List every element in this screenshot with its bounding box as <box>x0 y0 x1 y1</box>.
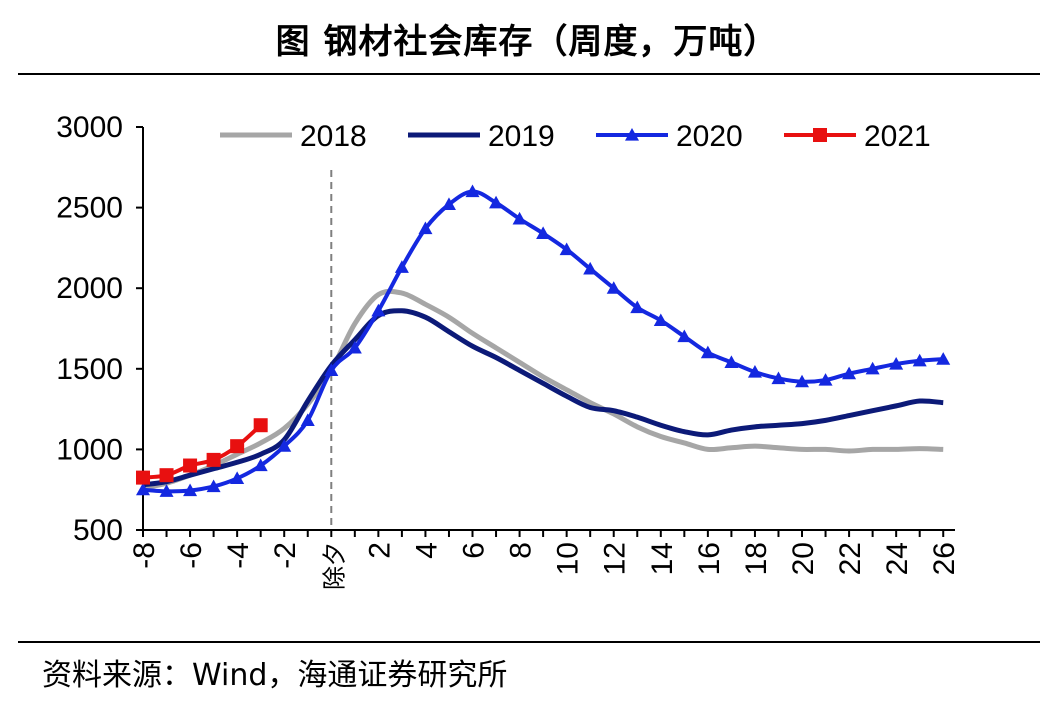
point-2020 <box>865 361 880 375</box>
x-tick-label: 22 <box>834 542 867 575</box>
x-tick-label: -2 <box>269 542 302 569</box>
point-2020 <box>630 300 645 314</box>
legend-label-2020: 2020 <box>676 120 743 153</box>
point-2020 <box>889 356 904 370</box>
x-tick-label: 8 <box>505 542 538 559</box>
point-2020 <box>277 439 292 452</box>
point-2020 <box>183 483 198 497</box>
point-2020 <box>253 458 268 472</box>
source-rule <box>18 641 1040 643</box>
legend-label-2019: 2019 <box>488 120 555 153</box>
y-tick-label: 1000 <box>56 433 123 466</box>
x-tick-label: 除夕 <box>320 542 348 590</box>
x-tick-label: 2 <box>363 542 396 559</box>
point-2020 <box>700 345 715 359</box>
point-2020 <box>936 352 951 365</box>
y-tick-label: 500 <box>73 514 123 547</box>
point-2020 <box>136 482 150 496</box>
point-2021 <box>230 439 245 454</box>
x-tick-label: -8 <box>128 542 161 569</box>
source-note: 资料来源：Wind，海通证券研究所 <box>42 658 508 693</box>
point-2020 <box>818 373 833 386</box>
point-2020 <box>606 281 621 294</box>
point-2021 <box>206 452 221 467</box>
point-2020 <box>324 363 339 377</box>
legend-label-2021: 2021 <box>864 120 931 153</box>
point-2020 <box>795 374 810 388</box>
x-tick-label: 10 <box>552 542 585 575</box>
point-2021 <box>253 418 268 433</box>
y-tick-label: 2500 <box>56 192 123 225</box>
point-2020 <box>441 197 456 210</box>
series-layer <box>136 184 951 497</box>
point-2020 <box>465 184 480 198</box>
legend-marker-2020 <box>625 128 639 141</box>
x-tick-label: 18 <box>740 542 773 575</box>
series-line-2019 <box>142 308 944 488</box>
chart-title: 图 钢材社会库存（周度，万吨） <box>275 22 779 62</box>
point-2021 <box>183 458 198 473</box>
point-2020 <box>724 355 739 368</box>
point-2020 <box>230 471 245 485</box>
point-2020 <box>912 353 927 367</box>
point-2020 <box>747 365 762 378</box>
point-2020 <box>653 313 668 327</box>
title-rule <box>18 73 1040 75</box>
point-2020 <box>371 303 386 317</box>
x-tick-label: 24 <box>881 542 914 575</box>
point-2020 <box>206 479 221 493</box>
point-2020 <box>559 242 574 256</box>
y-tick-label: 3000 <box>56 111 123 144</box>
point-2020 <box>418 221 433 235</box>
point-2021 <box>136 470 150 485</box>
x-tick-label: 14 <box>646 542 679 575</box>
y-tick-label: 2000 <box>56 272 123 305</box>
x-tick-label: 12 <box>599 542 632 575</box>
point-2020 <box>771 371 786 385</box>
legend: 2018 2019 2020 2021 <box>220 120 931 153</box>
point-2020 <box>394 260 409 273</box>
point-2020 <box>842 366 857 380</box>
point-2020 <box>536 226 551 239</box>
point-2020 <box>583 261 598 275</box>
series-line-2018 <box>142 288 944 491</box>
point-2020 <box>347 340 362 354</box>
legend-label-2018: 2018 <box>300 120 367 153</box>
x-tick-label: 20 <box>787 542 820 575</box>
point-2020 <box>159 484 174 497</box>
point-2021 <box>159 468 174 483</box>
x-tick-label: 26 <box>928 542 961 575</box>
x-tick-label: 16 <box>693 542 726 575</box>
x-tick-label: -6 <box>175 542 208 569</box>
point-2020 <box>512 211 527 225</box>
x-tick-label: 4 <box>410 542 443 559</box>
legend-marker-2021 <box>813 128 827 142</box>
y-tick-label: 1500 <box>56 353 123 386</box>
x-tick-label: 6 <box>458 542 491 559</box>
point-2020 <box>677 329 692 343</box>
x-tick-label: -4 <box>222 542 255 569</box>
point-2020 <box>300 413 315 426</box>
point-2020 <box>489 195 504 209</box>
